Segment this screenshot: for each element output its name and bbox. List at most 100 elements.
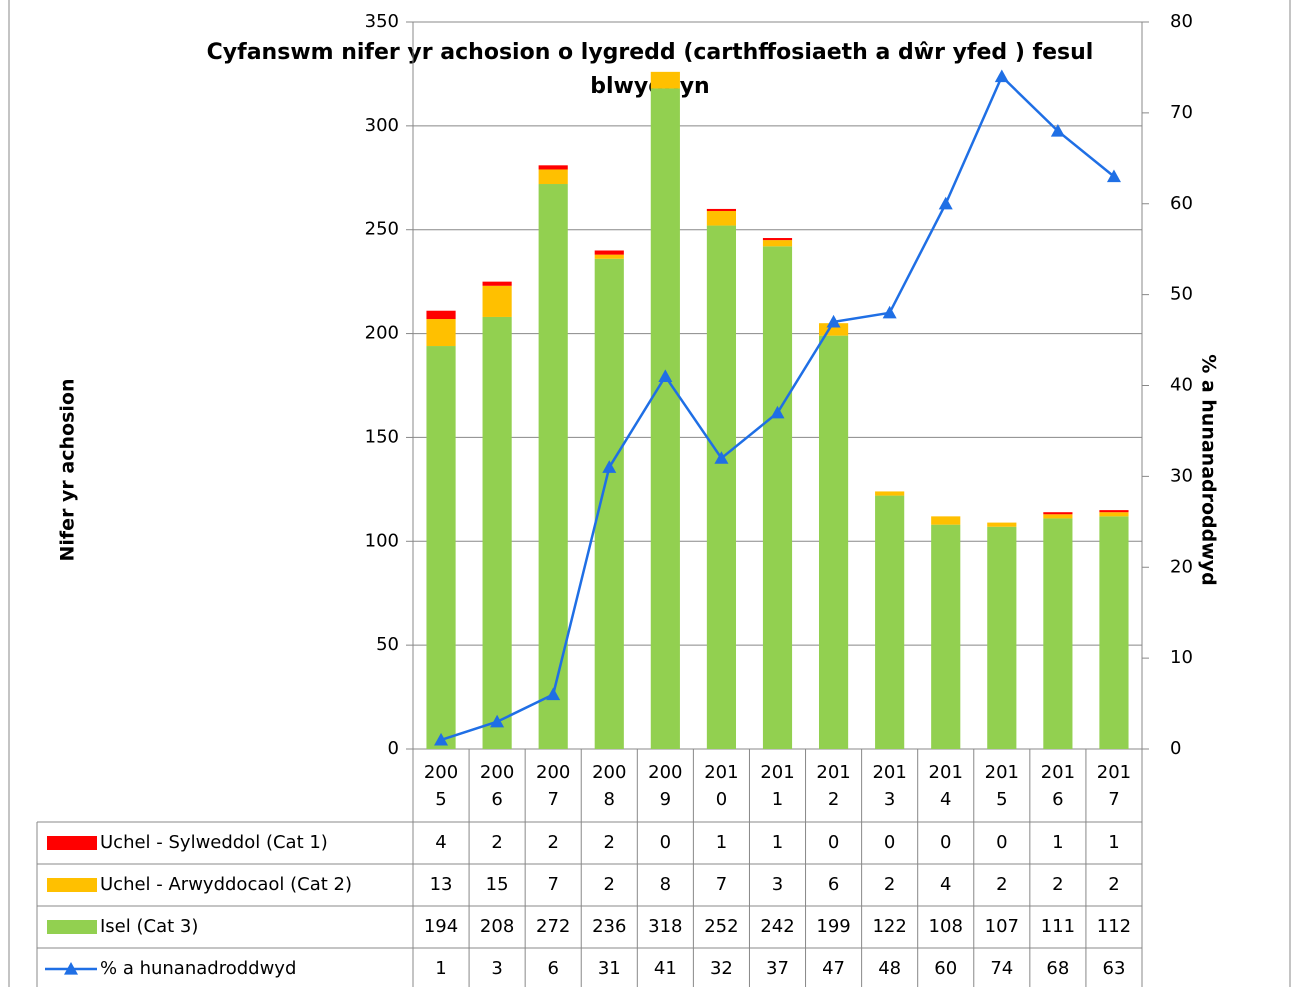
bar-segment [538, 169, 568, 185]
table-value: 13 [430, 874, 453, 895]
bar-segment [762, 240, 793, 247]
line-marker [938, 196, 953, 210]
table-value: 32 [710, 958, 733, 979]
y-tick-label: 300 [365, 115, 399, 136]
table-value: 3 [491, 958, 502, 979]
bar-segment [538, 184, 568, 749]
bar-segment [1043, 518, 1073, 749]
y-tick-label: 200 [365, 323, 399, 344]
x-tick-part: 2 [828, 789, 839, 810]
line-marker [1050, 124, 1065, 137]
bar-segment [875, 495, 905, 749]
y2-tick-label: 10 [1170, 647, 1193, 668]
bar-segment [706, 208, 737, 212]
y2-tick-label: 0 [1170, 738, 1181, 759]
table-value: 0 [940, 832, 951, 853]
table-value: 1 [772, 832, 783, 853]
x-tick-part: 201 [704, 762, 738, 783]
bar-segment [762, 246, 793, 749]
table-value: 2 [996, 874, 1007, 895]
x-tick-part: 8 [604, 789, 615, 810]
y-tick-label: 350 [365, 11, 399, 32]
table-value: 3 [772, 874, 783, 895]
table-value: 199 [816, 916, 850, 937]
x-tick-label: 201 0 [704, 762, 738, 810]
table-value: 63 [1103, 958, 1126, 979]
line-marker [714, 451, 729, 464]
table-value: 0 [660, 832, 671, 853]
bar-segment [706, 225, 737, 749]
bar-segment [931, 516, 961, 525]
line-marker [770, 405, 785, 419]
line-marker [434, 732, 449, 746]
x-tick-part: 4 [940, 789, 951, 810]
x-tick-part: 5 [435, 789, 446, 810]
y-tick-label: 0 [388, 738, 399, 759]
legend-label: % a hunanadroddwyd [100, 958, 296, 979]
table-value: 48 [878, 958, 901, 979]
table-value: 107 [985, 916, 1019, 937]
legend-swatch [47, 836, 97, 850]
x-tick-part: 200 [480, 762, 514, 783]
table-value: 31 [598, 958, 621, 979]
x-tick-part: 6 [491, 789, 502, 810]
table-value: 122 [872, 916, 906, 937]
table-value: 41 [654, 958, 677, 979]
bar-segment [594, 250, 624, 255]
line-marker [826, 314, 841, 328]
x-tick-part: 200 [592, 762, 626, 783]
x-tick-part: 200 [648, 762, 682, 783]
y2-axis-title: % a hunanadroddwyd [1198, 354, 1220, 586]
line-marker [546, 687, 561, 701]
bar-segment [931, 524, 961, 749]
table-value: 2 [547, 832, 558, 853]
x-tick-label: 201 7 [1097, 762, 1131, 810]
bar-segment [426, 346, 456, 749]
table-value: 2 [884, 874, 895, 895]
bar-segment [426, 319, 456, 347]
x-tick-part: 200 [536, 762, 570, 783]
x-tick-label: 201 3 [872, 762, 906, 810]
line-marker [490, 714, 505, 728]
x-tick-part: 5 [996, 789, 1007, 810]
x-tick-label: 201 1 [760, 762, 794, 810]
table-value: 2 [491, 832, 502, 853]
y2-tick-label: 40 [1170, 375, 1193, 396]
x-tick-label: 201 5 [985, 762, 1019, 810]
bar-segment [706, 211, 737, 226]
line-marker [602, 460, 617, 473]
x-tick-label: 201 6 [1041, 762, 1075, 810]
table-value: 15 [486, 874, 509, 895]
bar-segment [650, 71, 680, 89]
bar-segment [538, 165, 568, 170]
table-value: 236 [592, 916, 626, 937]
table-value: 194 [424, 916, 458, 937]
bar-segment [987, 522, 1017, 527]
table-value: 8 [660, 874, 671, 895]
legend-label: Uchel - Sylweddol (Cat 1) [100, 832, 328, 853]
table-value: 68 [1046, 958, 1069, 979]
table-value: 1 [1108, 832, 1119, 853]
y-tick-label: 50 [376, 634, 399, 655]
bar-segment [762, 238, 793, 241]
table-value: 252 [704, 916, 738, 937]
y2-tick-label: 70 [1170, 102, 1193, 123]
table-value: 60 [934, 958, 957, 979]
y-tick-label: 150 [365, 426, 399, 447]
bar-segment [1099, 516, 1129, 749]
x-tick-part: 201 [816, 762, 850, 783]
table-value: 208 [480, 916, 514, 937]
x-tick-label: 200 6 [480, 762, 514, 810]
y2-tick-label: 80 [1170, 11, 1193, 32]
bar-segment [482, 316, 512, 749]
x-tick-part: 201 [929, 762, 963, 783]
table-value: 1 [1052, 832, 1063, 853]
x-tick-part: 0 [716, 789, 727, 810]
x-tick-part: 201 [872, 762, 906, 783]
x-tick-part: 7 [1108, 789, 1119, 810]
x-tick-part: 3 [884, 789, 895, 810]
bar-segment [1099, 510, 1129, 513]
x-tick-part: 201 [1041, 762, 1075, 783]
bar-segment [650, 88, 680, 750]
